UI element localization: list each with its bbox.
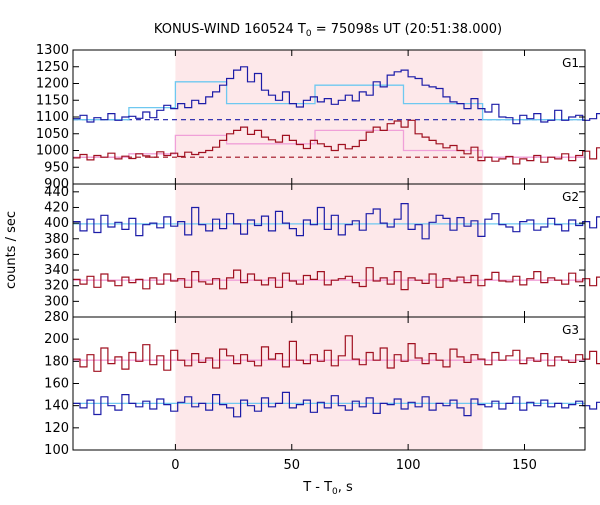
y-tick-label-g1-1250: 1250 <box>36 60 69 75</box>
y-tick-label-g2-440: 440 <box>44 185 69 200</box>
chart-title: KONUS-WIND 160524 T0 = 75098s UT (20:51:… <box>154 22 502 39</box>
chart-title-rest: = 75098s UT (20:51:38.000) <box>312 22 502 37</box>
series-low_channel-g2 <box>73 203 600 240</box>
fit-low_fit-g1 <box>73 81 585 121</box>
y-tick-label-g3-180: 180 <box>44 354 69 369</box>
y-tick-label-g1-1150: 1150 <box>36 93 69 108</box>
y-tick-label-g1-1300: 1300 <box>36 43 69 58</box>
y-axis-label: counts / sec <box>4 211 19 289</box>
x-tick-label-0: 0 <box>171 458 179 473</box>
x-tick-label-150: 150 <box>512 458 537 473</box>
y-tick-label-g1-1100: 1100 <box>36 110 69 125</box>
y-tick-label-g1-1200: 1200 <box>36 77 69 92</box>
panel-g3: 100 120 140 160 180 200 G3 <box>44 316 600 458</box>
y-tick-label-g1-950: 950 <box>44 160 69 175</box>
panels-layer: 9009501000105011001150120012501300G12803… <box>36 43 600 473</box>
x-axis-label-rest: , s <box>338 480 353 495</box>
y-tick-label-g2-300: 300 <box>44 294 69 309</box>
y-tick-label-g2-280: 280 <box>44 310 69 325</box>
x-axis-label-main: T - T <box>302 480 332 495</box>
y-tick-label-g3-140: 140 <box>44 399 69 414</box>
series-high_channel-g1 <box>73 119 600 165</box>
y-tick-label-g2-420: 420 <box>44 200 69 215</box>
y-tick-label-g2-340: 340 <box>44 263 69 278</box>
panel-label-g1: G1 <box>562 56 579 70</box>
panel-label-g3: G3 <box>562 323 579 337</box>
x-axis-label: T - T0, s <box>302 480 353 497</box>
y-tick-label-g3-160: 160 <box>44 377 69 392</box>
x-tick-label-50: 50 <box>283 458 300 473</box>
y-tick-label-g1-1050: 1050 <box>36 127 69 142</box>
y-tick-label-g3-120: 120 <box>44 421 69 436</box>
y-tick-label-g2-360: 360 <box>44 247 69 262</box>
series-high_channel-g2 <box>73 267 600 291</box>
y-tick-label-g2-400: 400 <box>44 216 69 231</box>
chart-title-subscript: 0 <box>306 29 312 39</box>
highlight-interval <box>175 50 483 450</box>
y-tick-label-g3-200: 200 <box>44 332 69 347</box>
x-tick-label-100: 100 <box>396 458 421 473</box>
x-axis-label-subscript: 0 <box>332 487 338 497</box>
chart-title-main: KONUS-WIND 160524 T <box>154 22 306 37</box>
series-low_channel-g1 <box>73 66 600 125</box>
y-tick-label-g2-320: 320 <box>44 279 69 294</box>
series-low_channel-g3 <box>73 391 600 418</box>
series-high_channel-g3 <box>73 335 600 372</box>
y-tick-label-g3-100: 100 <box>44 443 69 458</box>
y-tick-label-g1-1000: 1000 <box>36 144 69 159</box>
panel-label-g2: G2 <box>562 190 579 204</box>
y-tick-label-g1-900: 900 <box>44 177 69 192</box>
y-tick-label-g2-380: 380 <box>44 232 69 247</box>
